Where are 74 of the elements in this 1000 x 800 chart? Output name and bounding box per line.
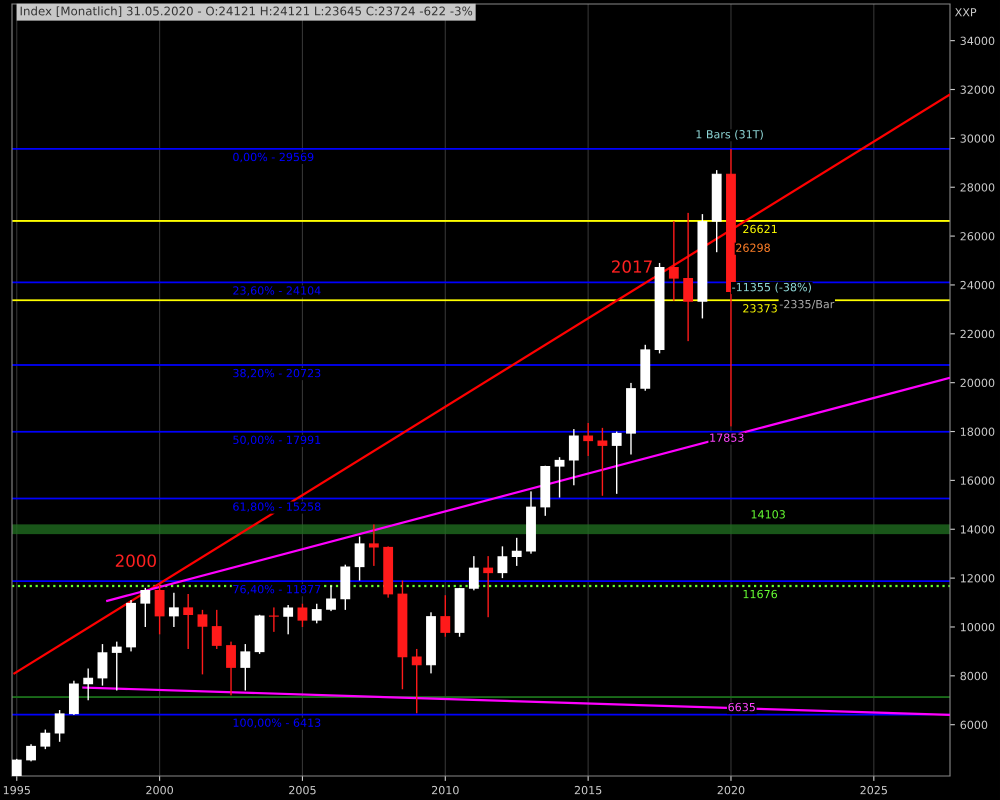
candlestick [354,536,365,582]
chart-title: Index [Monatlich] 31.05.2020 - O:24121 H:24121 L:23645 C:23724 -622 -3% [20,6,472,17]
ref-line-label: 26621 [743,224,777,234]
candlestick [83,668,94,701]
y-tick-label: 8000 [960,672,988,680]
candlestick [283,604,294,635]
annotation: 6635 [728,702,755,712]
candlestick [140,587,150,628]
annotation: 76,40% - 11877 [233,584,320,595]
candlestick [612,430,622,495]
candlestick [483,555,494,618]
y-tick-label: 22000 [960,330,994,338]
candlestick [212,609,222,650]
annotation: 2000 [116,554,156,567]
candlestick [168,592,179,628]
annotation: 50,00% - 17991 [233,436,320,446]
y-tick-label: 18000 [960,428,994,436]
candlestick [226,640,236,696]
y-tick-label: 10000 [960,622,994,632]
candlestick [326,584,336,612]
annotation: 2017 [612,260,652,273]
candlestick [597,427,608,496]
y-tick-label: 28000 [960,183,994,192]
annotation: 100,00% - 6413 [234,718,320,728]
y-tick-label: 24000 [960,280,994,290]
candlestick [40,728,50,750]
y-tick-label: 14000 [960,525,994,534]
y-axis-title: XXP [955,8,976,16]
x-tick-label: 2025 [860,786,887,794]
annotation: -2335/Bar [780,300,834,310]
candlestick [498,546,508,579]
annotation: 26298 [736,244,770,252]
ref-line-label: 23373 [743,304,777,313]
y-tick-label: 20000 [960,378,994,388]
x-tick-label: 2000 [146,786,174,794]
annotation: -11355 (-38%) [732,282,811,293]
y-tick-label: 12000 [960,574,994,582]
annotation: 17853 [710,433,744,442]
y-tick-label: 6000 [960,720,988,730]
y-tick-label: 32000 [960,85,994,94]
candlestick [112,640,122,692]
y-tick-label: 34000 [960,36,994,46]
x-tick-label: 2020 [718,786,744,794]
candlestick [368,524,379,567]
y-tick-label: 16000 [960,476,994,485]
candlestick [54,709,65,742]
candlestick [412,648,422,714]
x-tick-label: 2005 [289,786,316,794]
candlestick [183,593,194,650]
candlestick [583,422,594,457]
annotation: 61,80% - 15258 [233,502,320,512]
annotation: 38,20% - 20723 [233,368,320,378]
x-tick-label: 2010 [432,786,459,794]
band-label: 14103 [752,510,785,519]
candlestick [26,744,36,762]
candlestick [198,609,208,676]
candlestick [512,537,522,567]
candlestick [468,555,479,592]
candlestick [240,643,250,692]
candlestick [668,220,679,302]
y-tick-label: 30000 [960,134,994,143]
candlestick [440,594,450,638]
candlestick [312,603,322,624]
annotation: 0,00% - 29569 [233,152,314,162]
annotation: 1 Bars (31T) [696,130,763,140]
candlestick [683,212,694,342]
candlestick [554,456,564,498]
ref-line-label: 11676 [744,590,778,598]
candlestick [268,606,279,633]
x-tick-label: 1995 [4,786,30,794]
candlestick [298,603,308,628]
annotation: 23,60% - 24104 [233,286,321,296]
x-tick-label: 2015 [574,786,602,794]
y-tick-label: 26000 [960,232,994,240]
